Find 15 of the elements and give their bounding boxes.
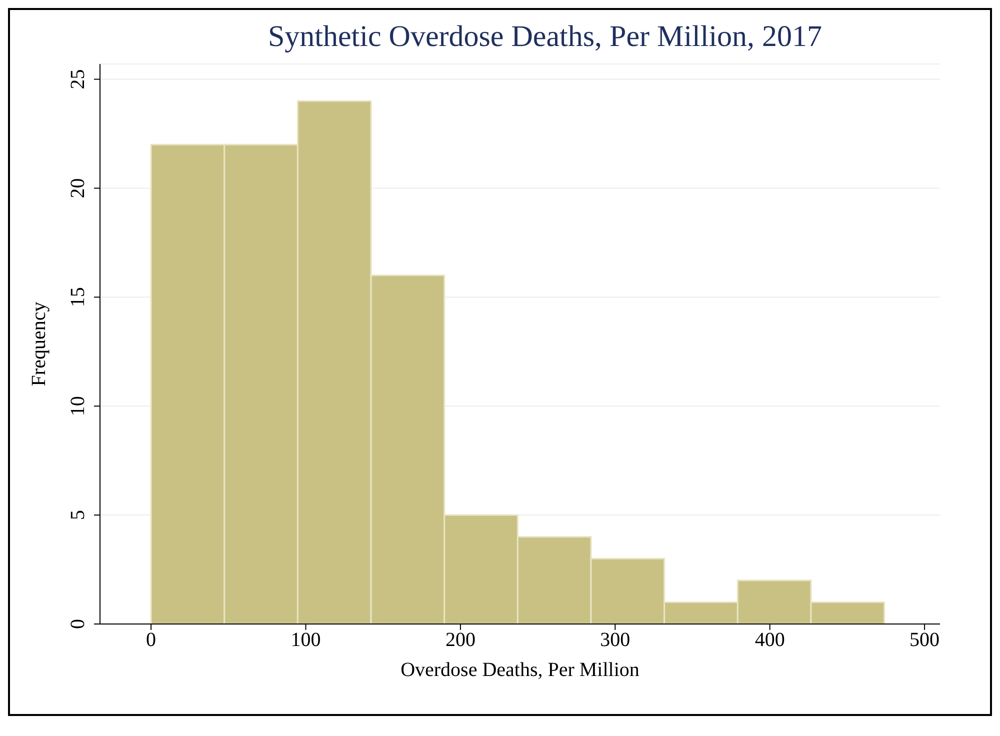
x-axis-title: Overdose Deaths, Per Million [400, 659, 640, 681]
chart-title: Synthetic Overdose Deaths, Per Million, 2017 [266, 20, 824, 54]
y-tick-label: 20 [67, 178, 89, 198]
y-tick-label: 10 [67, 396, 89, 416]
y-tick-label: 5 [67, 510, 89, 520]
x-tick-label: 500 [910, 629, 940, 652]
x-tick-label: 200 [445, 629, 476, 652]
y-tick-label: 15 [67, 287, 89, 308]
y-tick-label: 25 [67, 69, 89, 90]
x-tick-label: 0 [146, 629, 156, 652]
y-tick-label: 0 [67, 619, 89, 629]
x-tick-label: 100 [290, 629, 321, 652]
y-axis-title: Frequency [28, 302, 50, 386]
x-tick-label: 300 [600, 629, 630, 652]
x-tick-label: 400 [754, 629, 785, 652]
